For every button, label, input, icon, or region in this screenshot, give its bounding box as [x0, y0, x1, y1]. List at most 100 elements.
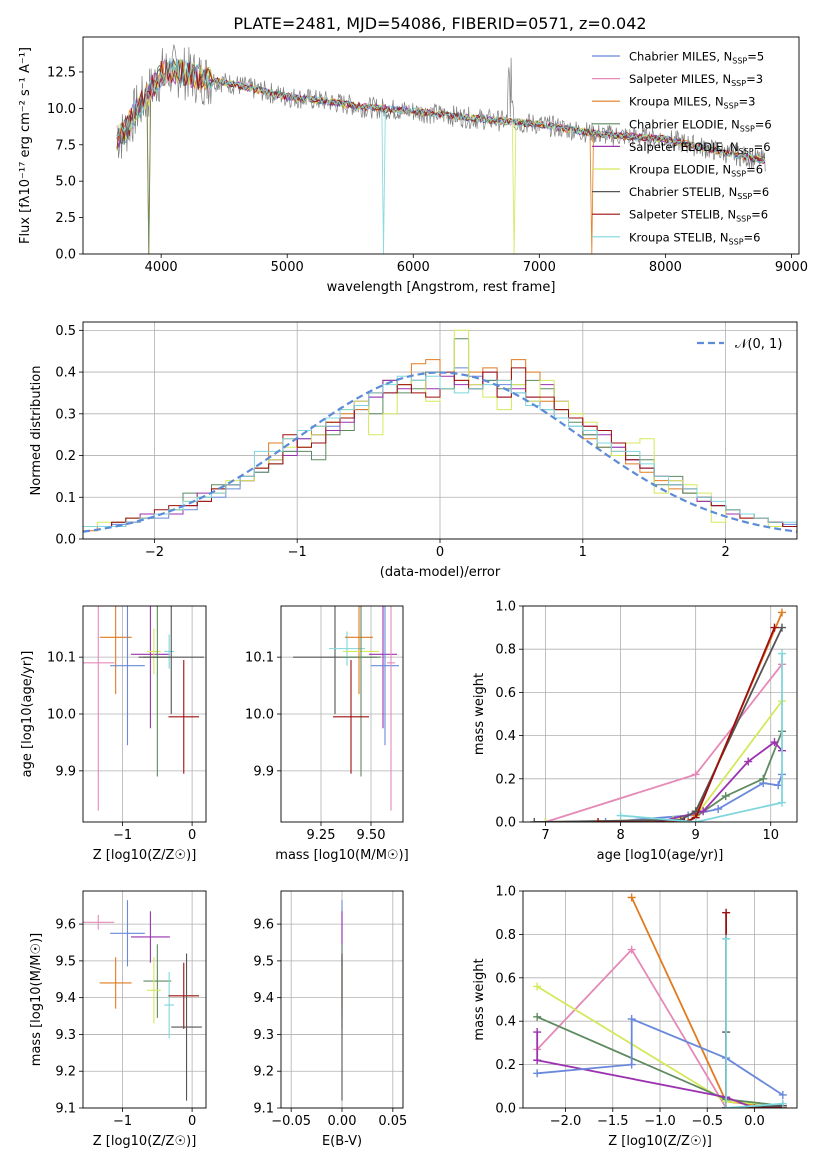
age-vs-metallicity-panel: −1 0 9.9 10.0 10.1 Z [log10(Z/Z☉)] age [log10(…: [20, 605, 207, 863]
legend-entry: Salpeter STELIB, NSSP=6: [629, 208, 768, 224]
weight-marker: [759, 774, 768, 783]
x-axis-label: Z [log10(Z/Z☉)]: [93, 1134, 197, 1149]
weight-marker: [691, 818, 700, 822]
legend-count: =6: [751, 208, 768, 222]
weight-marker: [777, 608, 786, 617]
legend-count: =3: [739, 95, 756, 109]
y-tick-label: 9.9: [55, 764, 76, 779]
mass-vs-ebv-panel: −0.05 0.00 0.05 9.1 9.2 9.3 9.4 9.5 9.6 E(B-V): [253, 890, 407, 1149]
y-tick-label: 9.6: [55, 918, 76, 933]
mass-weight-vs-metallicity-panel: −2.0 −1.5 −1.0 −0.5 0.0 0.0 0.2 0.4 0.6 0.8 1.0 Z […: [472, 885, 798, 1149]
y-tick-label: 9.2: [55, 1065, 76, 1080]
x-tick-label: 2: [721, 545, 729, 560]
x-axis-label: Z [log10(Z/Z☉)]: [608, 1134, 712, 1149]
weight-marker: [770, 623, 779, 632]
weight-marker: [533, 1012, 542, 1021]
legend-count: =5: [747, 50, 764, 64]
y-axis-label: mass [log10(M/M☉)]: [29, 933, 44, 1066]
y-tick-label: 0.0: [495, 1102, 516, 1117]
weight-marker: [777, 649, 786, 658]
x-tick-label: 4000: [145, 260, 178, 275]
legend-subscript: SSP: [732, 57, 747, 66]
legend-entry: Kroupa STELIB, NSSP=6: [629, 230, 760, 246]
x-tick-label: 7000: [523, 260, 556, 275]
weight-marker: [774, 781, 783, 790]
legend-entry: Kroupa ELODIE, NSSP=6: [629, 163, 763, 179]
y-tick-label: 0.6: [495, 971, 516, 986]
y-tick-label: 0.8: [495, 928, 516, 943]
weight-line-salpeter-miles: [545, 663, 783, 822]
y-axis-label: Flux [fλ10⁻¹⁷ erg cm⁻² s⁻¹ A⁻¹]: [18, 47, 33, 244]
weight-marker: [770, 738, 779, 747]
x-tick-label: 8000: [649, 260, 682, 275]
y-axis-label: age [log10(age/yr)]: [20, 651, 35, 778]
y-tick-label: 0.4: [495, 729, 516, 744]
weight-marker: [778, 1099, 787, 1108]
x-axis-label: wavelength [Angstrom, rest frame]: [327, 280, 556, 295]
y-tick-label: 0.0: [55, 248, 76, 263]
legend-entry: Chabrier ELODIE, NSSP=6: [629, 117, 772, 133]
weight-marker: [530, 818, 539, 822]
weight-marker: [744, 757, 753, 766]
legend-entry: 𝒩(0, 1): [735, 337, 782, 352]
x-tick-label: −0.5: [691, 1114, 723, 1129]
weight-marker: [777, 798, 786, 807]
weight-marker: [722, 1104, 731, 1108]
weight-marker: [691, 770, 700, 779]
x-tick-label: 9: [692, 828, 700, 843]
mass-weight-vs-age-panel: 7 8 9 10 0.0 0.2 0.4 0.6 0.8 1.0 age [log10(age/yr…: [472, 600, 798, 863]
y-tick-label: 9.3: [55, 1028, 76, 1043]
model-spectrum-kroupa-elodie: [116, 58, 766, 254]
normal-curve: [83, 371, 797, 533]
y-tick-label: 9.1: [55, 1102, 76, 1117]
y-tick-label: 12.5: [47, 65, 76, 80]
legend-subscript: SSP: [731, 170, 746, 179]
weight-marker: [627, 1060, 636, 1069]
weight-line-chabrier-elodie: [687, 730, 783, 822]
y-tick-label: 9.9: [253, 764, 274, 779]
y-tick-label: 10.0: [47, 102, 76, 117]
y-tick-label: 7.5: [55, 138, 76, 153]
y-tick-label: 9.3: [253, 1028, 274, 1043]
y-tick-label: 0.1: [55, 491, 76, 506]
x-tick-label: 9.25: [307, 828, 336, 843]
legend-subscript: SSP: [739, 147, 754, 156]
x-axis-label: age [log10(age/yr)]: [597, 848, 724, 863]
legend-count: =6: [752, 185, 769, 199]
weight-marker: [533, 1056, 542, 1065]
x-tick-label: −2.0: [550, 1114, 582, 1129]
y-tick-label: 1.0: [495, 600, 516, 615]
y-tick-label: 9.5: [253, 954, 274, 969]
x-tick-label: −0.05: [271, 1114, 311, 1129]
weight-marker: [594, 818, 603, 822]
x-tick-label: 0.0: [744, 1114, 765, 1129]
x-tick-label: 10: [762, 828, 779, 843]
axes-frame: [82, 890, 207, 1109]
y-tick-label: 0.2: [55, 449, 76, 464]
y-tick-label: 0.3: [55, 407, 76, 422]
legend-count: =6: [746, 163, 763, 177]
weight-marker: [699, 807, 708, 816]
weight-line-chabrier-stelib: [534, 627, 783, 822]
legend-subscript: SSP: [736, 215, 751, 224]
plot-area: [83, 606, 204, 811]
weight-marker: [627, 945, 636, 954]
plot-area: [83, 329, 797, 539]
x-tick-label: −1.5: [597, 1114, 629, 1129]
x-tick-label: 8: [616, 828, 624, 843]
weight-marker: [721, 792, 730, 801]
x-tick-label: 0.00: [328, 1114, 357, 1129]
legend-entry: Chabrier MILES, NSSP=5: [629, 50, 764, 66]
spectrum-panel: 4000 5000 6000 7000 8000 9000 0.0 2.5 5.0 7.5 10.0…: [18, 36, 808, 295]
y-tick-label: 10.1: [245, 651, 274, 666]
x-axis-label: Z [log10(Z/Z☉)]: [93, 848, 197, 863]
y-tick-label: 0.4: [55, 366, 76, 381]
legend-subscript: SSP: [737, 192, 752, 201]
weight-marker: [627, 1015, 636, 1024]
legend-subscript: SSP: [731, 79, 746, 88]
y-tick-label: 9.4: [253, 991, 274, 1006]
mass-vs-metallicity-panel: −1 0 9.1 9.2 9.3 9.4 9.5 9.6 Z [log10(Z/Z☉)] mass…: [29, 890, 207, 1149]
plot-area: [533, 893, 787, 1108]
weight-line-salpeter-stelib: [598, 627, 776, 822]
